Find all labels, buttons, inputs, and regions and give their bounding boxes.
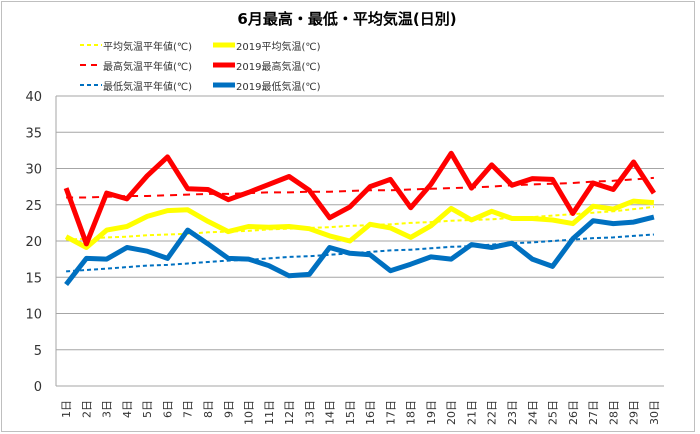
legend-label: 平均気温平年値(℃)	[103, 41, 193, 53]
legend-swatch-avg-normal	[80, 44, 102, 46]
y-tick-label: 0	[34, 380, 42, 395]
chart-title: 6月最高・最低・平均気温(日別)	[237, 10, 457, 28]
legend-label: 2019平均気温(℃)	[236, 41, 321, 53]
y-tick-label: 40	[25, 90, 42, 105]
legend-item-avg-normal: 平均気温平年値(℃)	[80, 38, 193, 53]
x-tick-label: 1日	[60, 400, 73, 418]
x-tick-label: 26日	[567, 400, 580, 425]
x-tick-label: 17日	[384, 400, 397, 425]
legend-label: 最低気温平年値(℃)	[103, 81, 193, 93]
x-tick-label: 14日	[324, 400, 337, 425]
legend-item-max-normal: 最高気温平年値(℃)	[80, 58, 193, 73]
x-tick-label: 4日	[121, 400, 134, 418]
legend-item-max-2019: 2019最高気温(℃)	[213, 58, 321, 73]
legend-swatch-min-normal	[80, 84, 102, 86]
legend-item-min-normal: 最低気温平年値(℃)	[80, 78, 193, 93]
x-tick-label: 20日	[445, 400, 458, 425]
legend-item-min-2019: 2019最低気温(℃)	[213, 78, 321, 93]
x-tick-label: 25日	[547, 400, 560, 425]
y-tick-label: 35	[25, 126, 42, 141]
x-tick-label: 3日	[101, 400, 114, 418]
y-tick-label: 5	[34, 344, 42, 359]
series-line-5	[64, 214, 655, 287]
x-tick-label: 11日	[263, 400, 276, 425]
x-tick-label: 21日	[465, 400, 478, 425]
y-tick-label: 10	[25, 308, 42, 323]
x-tick-label: 28日	[607, 400, 620, 425]
legend-swatch-avg-2019	[213, 42, 235, 48]
x-tick-label: 5日	[141, 400, 154, 418]
x-tick-label: 12日	[283, 400, 296, 425]
y-tick-label: 20	[25, 235, 42, 250]
x-tick-label: 22日	[486, 400, 499, 425]
legend-label: 2019最高気温(℃)	[236, 61, 321, 73]
series-line-0	[66, 205, 655, 241]
x-tick-label: 6日	[161, 400, 174, 418]
x-tick-label: 9日	[222, 400, 235, 418]
series-line-1	[64, 198, 655, 250]
x-tick-label: 29日	[628, 400, 641, 425]
x-tick-label: 18日	[405, 400, 418, 425]
x-tick-label: 23日	[506, 400, 519, 425]
legend-swatch-max-normal	[80, 64, 102, 66]
x-tick-label: 24日	[526, 400, 539, 425]
series-line-3	[63, 150, 656, 247]
x-tick-label: 13日	[303, 400, 316, 425]
legend-label: 2019最低気温(℃)	[236, 81, 321, 93]
legend-swatch-min-2019	[213, 82, 235, 88]
y-tick-label: 15	[25, 271, 42, 286]
x-tick-label: 7日	[182, 400, 195, 418]
x-tick-label: 8日	[202, 400, 215, 418]
y-tick-label: 25	[25, 199, 42, 214]
x-tick-label: 15日	[344, 400, 357, 425]
x-tick-label: 19日	[425, 400, 438, 425]
x-tick-label: 10日	[243, 400, 256, 425]
x-tick-label: 30日	[648, 400, 661, 425]
y-tick-label: 30	[25, 163, 42, 178]
x-tick-label: 2日	[80, 400, 93, 418]
legend-swatch-max-2019	[213, 62, 235, 68]
legend-item-avg-2019: 2019平均気温(℃)	[213, 38, 321, 53]
legend-label: 最高気温平年値(℃)	[103, 61, 193, 73]
x-tick-label: 16日	[364, 400, 377, 425]
x-tick-label: 27日	[587, 400, 600, 425]
